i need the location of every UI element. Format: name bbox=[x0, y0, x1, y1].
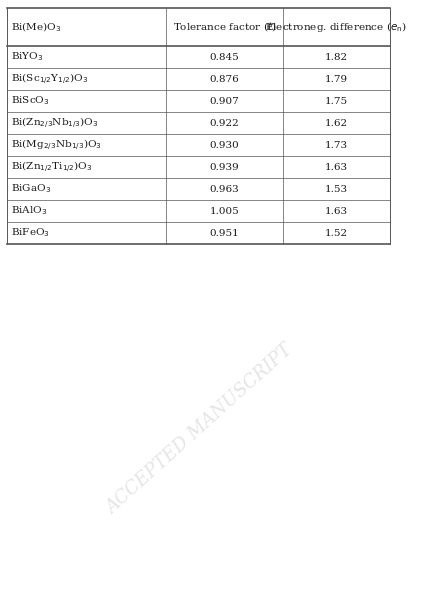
Text: Bi(Zn$_{2/3}$Nb$_{1/3}$)O$_3$: Bi(Zn$_{2/3}$Nb$_{1/3}$)O$_3$ bbox=[11, 115, 99, 130]
Text: 1.79: 1.79 bbox=[325, 74, 348, 83]
Text: 0.939: 0.939 bbox=[210, 162, 239, 171]
Text: 0.876: 0.876 bbox=[210, 74, 239, 83]
Text: 1.52: 1.52 bbox=[325, 228, 348, 237]
Text: BiGaO$_3$: BiGaO$_3$ bbox=[11, 183, 51, 195]
Text: 1.63: 1.63 bbox=[325, 206, 348, 215]
Text: Bi(Zn$_{1/2}$Ti$_{1/2}$)O$_3$: Bi(Zn$_{1/2}$Ti$_{1/2}$)O$_3$ bbox=[11, 159, 92, 174]
Text: 1.75: 1.75 bbox=[325, 96, 348, 105]
Text: 0.963: 0.963 bbox=[210, 184, 239, 193]
Text: 0.907: 0.907 bbox=[210, 96, 239, 105]
Text: 1.62: 1.62 bbox=[325, 118, 348, 127]
Text: 1.53: 1.53 bbox=[325, 184, 348, 193]
Text: 0.922: 0.922 bbox=[210, 118, 239, 127]
Text: 0.930: 0.930 bbox=[210, 140, 239, 149]
Text: 1.005: 1.005 bbox=[210, 206, 239, 215]
Text: Bi(Me)O$_3$: Bi(Me)O$_3$ bbox=[11, 20, 62, 34]
Text: BiAlO$_3$: BiAlO$_3$ bbox=[11, 205, 47, 217]
Text: 1.73: 1.73 bbox=[325, 140, 348, 149]
Text: 1.63: 1.63 bbox=[325, 162, 348, 171]
Text: Electroneg. difference ($e_\mathrm{n}$): Electroneg. difference ($e_\mathrm{n}$) bbox=[265, 20, 407, 34]
Text: 0.951: 0.951 bbox=[210, 228, 239, 237]
Text: ACCEPTED MANUSCRIPT: ACCEPTED MANUSCRIPT bbox=[103, 342, 297, 518]
Text: 1.82: 1.82 bbox=[325, 52, 348, 61]
Text: Bi(Mg$_{2/3}$Nb$_{1/3}$)O$_3$: Bi(Mg$_{2/3}$Nb$_{1/3}$)O$_3$ bbox=[11, 137, 102, 152]
Text: BiFeO$_3$: BiFeO$_3$ bbox=[11, 227, 50, 239]
Text: 0.845: 0.845 bbox=[210, 52, 239, 61]
Text: BiYO$_3$: BiYO$_3$ bbox=[11, 51, 43, 64]
Text: Bi(Sc$_{1/2}$Y$_{1/2}$)O$_3$: Bi(Sc$_{1/2}$Y$_{1/2}$)O$_3$ bbox=[11, 71, 88, 86]
Text: Tolerance factor ($t$): Tolerance factor ($t$) bbox=[173, 21, 276, 33]
Text: BiScO$_3$: BiScO$_3$ bbox=[11, 95, 50, 108]
